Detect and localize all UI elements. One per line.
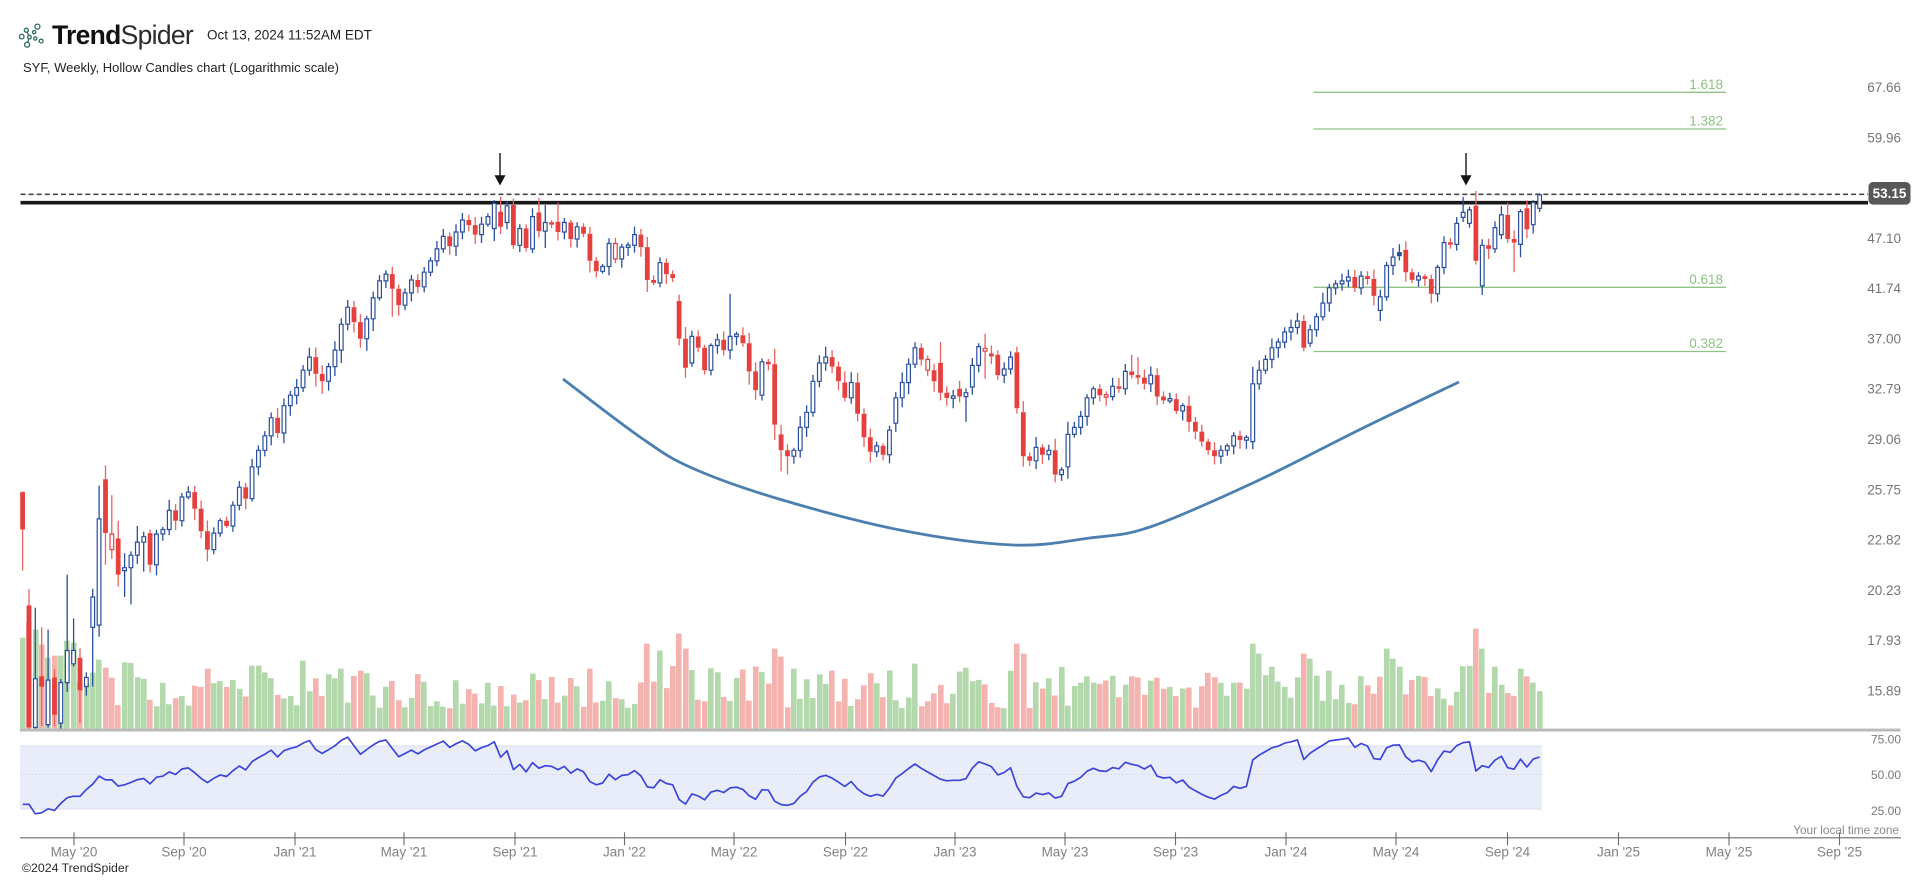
svg-text:1.618: 1.618 xyxy=(1689,77,1723,92)
svg-text:May '22: May '22 xyxy=(711,845,758,860)
svg-text:Jan '25: Jan '25 xyxy=(1597,845,1640,860)
svg-text:17.93: 17.93 xyxy=(1867,633,1901,648)
svg-text:20.23: 20.23 xyxy=(1867,583,1901,598)
svg-text:Sep '22: Sep '22 xyxy=(823,845,868,860)
svg-text:May '24: May '24 xyxy=(1373,845,1420,860)
svg-text:50.00: 50.00 xyxy=(1871,768,1901,782)
svg-text:37.00: 37.00 xyxy=(1867,331,1901,346)
svg-text:May '21: May '21 xyxy=(381,845,428,860)
svg-text:47.10: 47.10 xyxy=(1867,231,1901,246)
svg-text:0.618: 0.618 xyxy=(1689,272,1723,287)
svg-text:25.75: 25.75 xyxy=(1867,482,1901,497)
svg-text:May '20: May '20 xyxy=(51,845,98,860)
svg-text:Jan '24: Jan '24 xyxy=(1264,845,1308,860)
svg-text:41.74: 41.74 xyxy=(1867,281,1901,296)
svg-text:67.66: 67.66 xyxy=(1867,80,1901,95)
svg-text:Oct 13, 2024 11:52AM EDT: Oct 13, 2024 11:52AM EDT xyxy=(207,28,372,43)
svg-text:TrendSpider: TrendSpider xyxy=(52,20,194,50)
svg-text:0.382: 0.382 xyxy=(1689,336,1723,351)
svg-text:Jan '21: Jan '21 xyxy=(273,845,316,860)
svg-text:SYF, Weekly, Hollow Candles ch: SYF, Weekly, Hollow Candles chart (Logar… xyxy=(23,60,339,75)
svg-text:Jan '23: Jan '23 xyxy=(933,845,976,860)
svg-text:Sep '23: Sep '23 xyxy=(1153,845,1198,860)
svg-text:53.15: 53.15 xyxy=(1873,186,1907,201)
svg-text:25.00: 25.00 xyxy=(1871,804,1901,818)
svg-text:May '25: May '25 xyxy=(1706,845,1753,860)
svg-text:75.00: 75.00 xyxy=(1871,733,1901,747)
svg-text:32.79: 32.79 xyxy=(1867,382,1901,397)
svg-text:59.96: 59.96 xyxy=(1867,130,1901,145)
svg-text:Sep '21: Sep '21 xyxy=(492,845,537,860)
svg-text:15.89: 15.89 xyxy=(1867,683,1901,698)
svg-text:Sep '20: Sep '20 xyxy=(161,845,206,860)
svg-text:May '23: May '23 xyxy=(1042,845,1089,860)
svg-text:1.382: 1.382 xyxy=(1689,114,1723,129)
svg-text:©2024 TrendSpider: ©2024 TrendSpider xyxy=(22,861,129,875)
svg-text:29.06: 29.06 xyxy=(1867,432,1901,447)
svg-text:Sep '25: Sep '25 xyxy=(1817,845,1862,860)
svg-text:22.82: 22.82 xyxy=(1867,533,1901,548)
svg-text:Jan '22: Jan '22 xyxy=(603,845,646,860)
svg-text:Your local time zone: Your local time zone xyxy=(1793,823,1899,837)
svg-text:Sep '24: Sep '24 xyxy=(1485,845,1531,860)
